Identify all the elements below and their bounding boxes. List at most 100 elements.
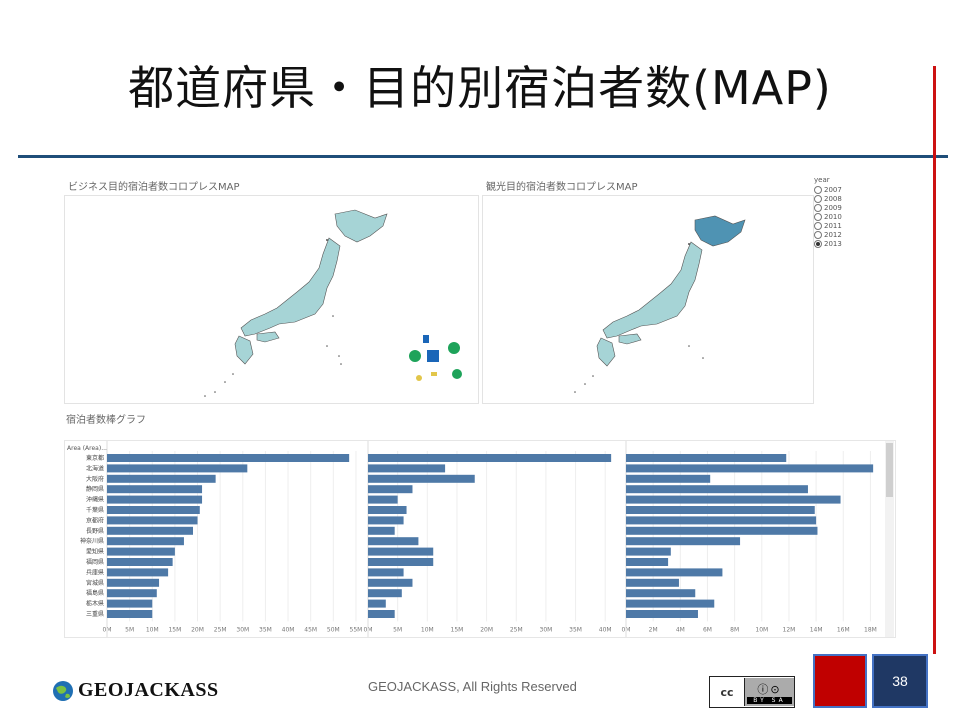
- bar-宮城県[interactable]: [107, 579, 159, 587]
- category-label: 福島県: [86, 589, 104, 597]
- business-choropleth-map[interactable]: [64, 195, 479, 404]
- bar-三重県[interactable]: [107, 610, 152, 618]
- radio-icon[interactable]: [814, 240, 822, 248]
- logo-text: GEOJACKASS: [78, 679, 219, 702]
- year-option-2013[interactable]: 2013: [814, 239, 842, 248]
- bar-大阪府[interactable]: [626, 475, 710, 483]
- bar-愛知県[interactable]: [626, 548, 671, 556]
- radio-icon[interactable]: [814, 231, 822, 239]
- bar-福岡県[interactable]: [626, 558, 668, 566]
- year-option-2010[interactable]: 2010: [814, 212, 842, 221]
- year-filter[interactable]: year 2007 2008 2009 2010 2011 2012 2013: [814, 176, 842, 248]
- bar-栃木県[interactable]: [107, 600, 152, 608]
- bar-静岡県[interactable]: [107, 485, 202, 493]
- tick-label: 10M: [146, 626, 159, 633]
- bar-大阪府[interactable]: [107, 475, 216, 483]
- year-option-2008[interactable]: 2008: [814, 194, 842, 203]
- bar-栃木県[interactable]: [368, 600, 386, 608]
- bar-兵庫県[interactable]: [626, 568, 722, 576]
- radio-icon[interactable]: [814, 195, 822, 203]
- year-option-2011[interactable]: 2011: [814, 221, 842, 230]
- category-label: 宮城県: [86, 579, 104, 587]
- bar-兵庫県[interactable]: [368, 568, 404, 576]
- tick-label: 5M: [125, 626, 134, 633]
- tick-label: 5M: [393, 626, 402, 633]
- bar-福岡県[interactable]: [107, 558, 173, 566]
- bar-神奈川県[interactable]: [626, 537, 740, 545]
- bar-沖縄県[interactable]: [368, 496, 398, 504]
- cc-license-badge: cc ⓘ⊙ BY SA: [709, 676, 795, 708]
- year-option-2012[interactable]: 2012: [814, 230, 842, 239]
- bar-北海道[interactable]: [107, 464, 247, 472]
- bar-愛知県[interactable]: [107, 548, 175, 556]
- bar-東京都[interactable]: [626, 454, 786, 462]
- bar-三重県[interactable]: [626, 610, 698, 618]
- bar-千葉県[interactable]: [368, 506, 407, 514]
- bar-千葉県[interactable]: [626, 506, 815, 514]
- tick-label: 2M: [649, 626, 658, 633]
- category-label: 三重県: [86, 610, 104, 618]
- bar-東京都[interactable]: [107, 454, 349, 462]
- tick-label: 15M: [168, 626, 181, 633]
- tick-label: 20M: [480, 626, 493, 633]
- bar-大阪府[interactable]: [368, 475, 475, 483]
- bar-静岡県[interactable]: [368, 485, 412, 493]
- tourism-choropleth-map[interactable]: [482, 195, 814, 404]
- tick-label: 15M: [451, 626, 464, 633]
- bar-長野県[interactable]: [368, 527, 395, 535]
- business-map-title: ビジネス目的宿泊者数コロプレスMAP: [68, 178, 240, 193]
- bar-兵庫県[interactable]: [107, 568, 168, 576]
- tick-label: 6M: [703, 626, 712, 633]
- bar-北海道[interactable]: [368, 464, 445, 472]
- bar-神奈川県[interactable]: [107, 537, 184, 545]
- row-header: Area (Area)...: [67, 445, 107, 452]
- tick-label: 4M: [676, 626, 685, 633]
- bar-長野県[interactable]: [107, 527, 193, 535]
- bar-三重県[interactable]: [368, 610, 395, 618]
- bar-北海道[interactable]: [626, 464, 873, 472]
- year-option-2009[interactable]: 2009: [814, 203, 842, 212]
- year-option-label: 2011: [824, 222, 842, 230]
- radio-icon[interactable]: [814, 213, 822, 221]
- bar-愛知県[interactable]: [368, 548, 433, 556]
- tick-label: 16M: [837, 626, 850, 633]
- year-option-label: 2007: [824, 186, 842, 194]
- bar-京都府[interactable]: [107, 516, 198, 524]
- year-option-label: 2009: [824, 204, 842, 212]
- year-option-label: 2010: [824, 213, 842, 221]
- category-label: 長野県: [86, 527, 104, 535]
- bar-chart-area[interactable]: Area (Area)... 東京都 北海道 大阪府 静岡県 沖縄県 千葉県 京都府 長野県 神奈…: [64, 440, 896, 638]
- radio-icon[interactable]: [814, 204, 822, 212]
- bar-沖縄県[interactable]: [626, 496, 841, 504]
- bar-福島県[interactable]: [107, 589, 157, 597]
- tick-label: 45M: [304, 626, 317, 633]
- tick-label: 10M: [421, 626, 434, 633]
- bar-神奈川県[interactable]: [368, 537, 418, 545]
- year-option-2007[interactable]: 2007: [814, 185, 842, 194]
- globe-icon: [52, 680, 74, 702]
- bar-沖縄県[interactable]: [107, 496, 202, 504]
- bar-静岡県[interactable]: [626, 485, 808, 493]
- bar-宮城県[interactable]: [368, 579, 412, 587]
- category-label: 福岡県: [86, 558, 104, 566]
- tick-label: 55M: [350, 626, 363, 633]
- bar-宮城県[interactable]: [626, 579, 679, 587]
- bar-福島県[interactable]: [626, 589, 695, 597]
- category-label: 京都府: [86, 516, 104, 524]
- bar-栃木県[interactable]: [626, 600, 714, 608]
- bar-福岡県[interactable]: [368, 558, 433, 566]
- bar-福島県[interactable]: [368, 589, 402, 597]
- tick-label: 10M: [755, 626, 768, 633]
- radio-icon[interactable]: [814, 222, 822, 230]
- bar-千葉県[interactable]: [107, 506, 200, 514]
- bar-京都府[interactable]: [626, 516, 816, 524]
- scrollbar-thumb[interactable]: [886, 443, 893, 497]
- year-option-label: 2013: [824, 240, 842, 248]
- bar-長野県[interactable]: [626, 527, 817, 535]
- bar-東京都[interactable]: [368, 454, 611, 462]
- side-accent-line: [933, 66, 936, 654]
- radio-icon[interactable]: [814, 186, 822, 194]
- tick-label: 25M: [510, 626, 523, 633]
- bar-京都府[interactable]: [368, 516, 404, 524]
- category-label: 神奈川県: [80, 537, 104, 545]
